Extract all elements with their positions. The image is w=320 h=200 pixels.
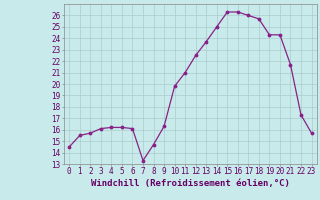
X-axis label: Windchill (Refroidissement éolien,°C): Windchill (Refroidissement éolien,°C) <box>91 179 290 188</box>
